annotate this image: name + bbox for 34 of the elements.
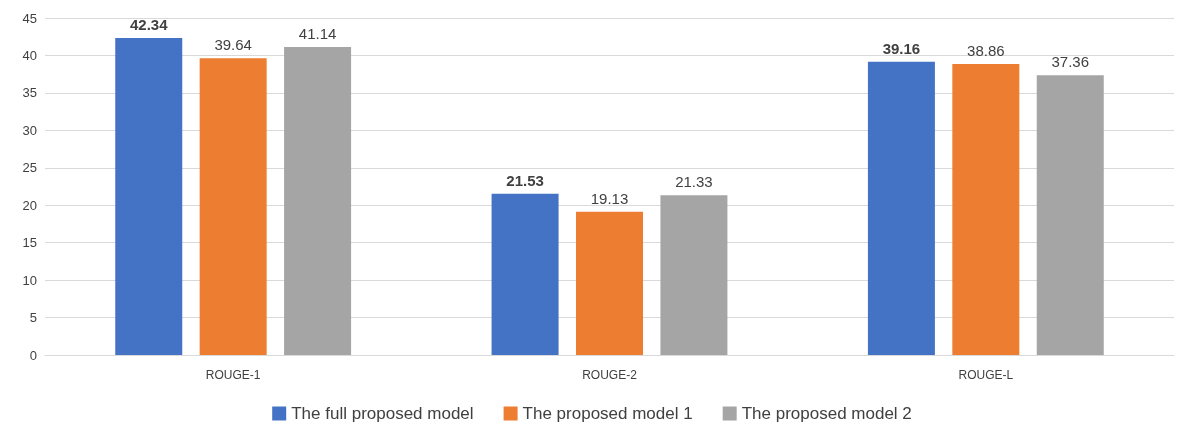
data-label: 37.36 bbox=[1051, 53, 1090, 71]
y-tick-label: 10 bbox=[22, 272, 37, 288]
bar bbox=[867, 61, 935, 355]
legend-label: The full proposed model bbox=[291, 404, 474, 423]
y-tick-label: 40 bbox=[22, 47, 37, 63]
bar bbox=[199, 58, 267, 355]
data-label: 39.16 bbox=[882, 39, 921, 57]
legend-label: The proposed model 1 bbox=[522, 404, 693, 423]
x-tick-label: ROUGE-2 bbox=[582, 368, 638, 382]
data-label: 39.64 bbox=[214, 36, 252, 54]
bar bbox=[1036, 75, 1104, 355]
data-label: 21.53 bbox=[506, 171, 544, 189]
bar bbox=[576, 211, 643, 355]
bar bbox=[660, 195, 728, 355]
x-tick-label: ROUGE-1 bbox=[205, 368, 261, 382]
x-tick-label: ROUGE-L bbox=[958, 368, 1014, 382]
y-tick-label: 35 bbox=[22, 85, 37, 101]
data-label: 19.13 bbox=[590, 189, 629, 207]
y-tick-label: 25 bbox=[22, 160, 37, 176]
bar bbox=[115, 37, 183, 355]
data-label: 38.86 bbox=[967, 41, 1005, 59]
y-tick-label: 0 bbox=[29, 347, 37, 363]
y-tick-label: 15 bbox=[22, 235, 37, 251]
data-label: 41.14 bbox=[298, 24, 337, 42]
y-tick-label: 45 bbox=[22, 10, 37, 26]
y-tick-label: 30 bbox=[22, 122, 37, 138]
bar bbox=[491, 193, 559, 355]
data-label: 21.33 bbox=[675, 173, 713, 191]
bar bbox=[952, 63, 1020, 355]
y-tick-label: 20 bbox=[22, 197, 37, 213]
data-label: 42.34 bbox=[129, 15, 169, 33]
legend-label: The proposed model 2 bbox=[741, 404, 912, 423]
y-tick-label: 5 bbox=[29, 310, 37, 326]
bar bbox=[284, 46, 352, 355]
